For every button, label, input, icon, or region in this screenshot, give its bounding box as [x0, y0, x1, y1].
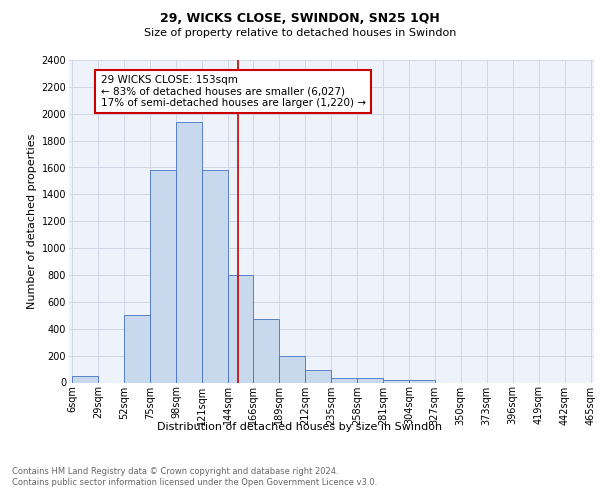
Bar	[150, 170, 176, 382]
Bar	[253, 320, 279, 382]
Bar	[409, 380, 435, 382]
Y-axis label: Number of detached properties: Number of detached properties	[28, 134, 37, 309]
Bar	[176, 122, 202, 382]
Text: Distribution of detached houses by size in Swindon: Distribution of detached houses by size …	[157, 422, 443, 432]
Bar	[73, 376, 98, 382]
Bar	[124, 316, 150, 382]
Text: 29, WICKS CLOSE, SWINDON, SN25 1QH: 29, WICKS CLOSE, SWINDON, SN25 1QH	[160, 12, 440, 26]
Bar	[305, 370, 331, 382]
Bar	[202, 170, 228, 382]
Bar	[228, 275, 253, 382]
Bar	[357, 378, 383, 382]
Text: 29 WICKS CLOSE: 153sqm
← 83% of detached houses are smaller (6,027)
17% of semi-: 29 WICKS CLOSE: 153sqm ← 83% of detached…	[101, 75, 365, 108]
Bar	[331, 378, 357, 382]
Bar	[383, 380, 409, 382]
Text: Contains HM Land Registry data © Crown copyright and database right 2024.
Contai: Contains HM Land Registry data © Crown c…	[12, 468, 377, 487]
Bar	[279, 356, 305, 382]
Text: Size of property relative to detached houses in Swindon: Size of property relative to detached ho…	[144, 28, 456, 38]
